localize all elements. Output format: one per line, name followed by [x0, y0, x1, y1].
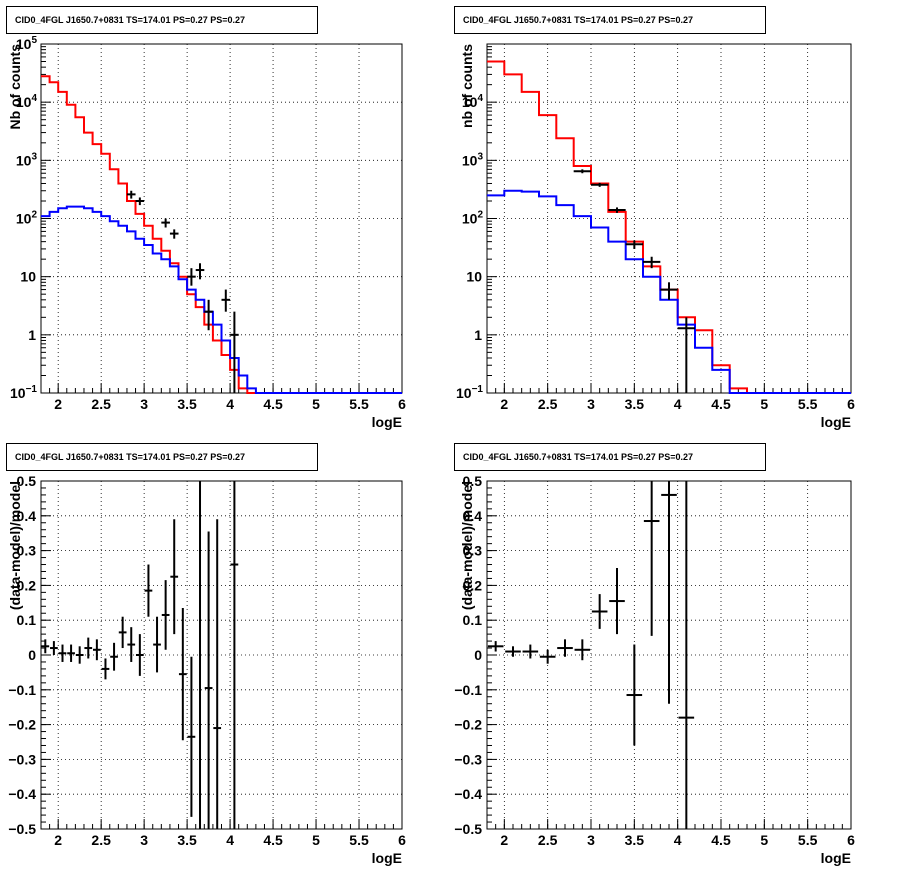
x-tick-label: 6: [847, 832, 855, 848]
histogram-line: [487, 189, 851, 394]
x-axis-label: logE: [372, 414, 402, 430]
x-tick-label: 3: [140, 832, 148, 848]
x-tick-label: 3.5: [177, 396, 197, 412]
y-tick-label: 104: [462, 93, 484, 110]
y-tick-label: −0.1: [454, 682, 482, 698]
chart-panel-3: 2 2.5 3 3.5 4 4.5 5 5.5 6 −0.5 −0.4 −0.3 −0.2 −0.1 0 0.…: [7, 473, 406, 866]
x-tick-label: 6: [398, 396, 406, 412]
x-tick-label: 3.5: [177, 832, 197, 848]
x-tick-label: 5.5: [349, 396, 369, 412]
x-axis-label: logE: [821, 850, 851, 866]
y-tick-label: −0.1: [8, 682, 36, 698]
y-tick-label: 10−1: [456, 384, 483, 401]
x-tick-label: 5: [312, 396, 320, 412]
y-tick-label: 0.3: [17, 543, 37, 559]
y-tick-label: 103: [462, 151, 484, 168]
y-tick-label: 0: [474, 647, 482, 663]
y-tick-label: 0.1: [17, 612, 37, 628]
x-tick-label: 2: [500, 396, 508, 412]
x-tick-label: 3.5: [625, 396, 645, 412]
x-tick-label: 2.5: [91, 832, 111, 848]
y-tick-label: 0.5: [17, 473, 37, 489]
y-axis-label: (data-model)/model: [7, 481, 23, 610]
y-tick-label: −0.2: [454, 717, 482, 733]
x-tick-label: 5.5: [798, 832, 818, 848]
y-axis-label: nb of counts: [459, 44, 475, 128]
x-tick-label: 4.5: [711, 396, 731, 412]
x-tick-label: 5: [760, 396, 768, 412]
x-tick-label: 4: [674, 832, 682, 848]
data-points: [573, 169, 695, 393]
x-tick-label: 4.5: [263, 396, 283, 412]
residual-points: [487, 481, 695, 829]
y-tick-label: 0.5: [463, 473, 483, 489]
grid-lines: [41, 480, 403, 830]
data-points: [126, 190, 239, 393]
y-tick-label: 10−1: [10, 384, 37, 401]
x-tick-label: 2: [500, 832, 508, 848]
x-tick-label: 5.5: [349, 832, 369, 848]
chart-title-1: CID0_4FGL J1650.7+0831 TS=174.01 PS=0.27…: [6, 6, 318, 34]
y-tick-label: 0.3: [463, 543, 483, 559]
y-tick-label: 0.2: [463, 577, 483, 593]
y-tick-label: 105: [16, 35, 38, 52]
y-tick-label: 102: [16, 210, 38, 227]
chart-title-3: CID0_4FGL J1650.7+0831 TS=174.01 PS=0.27…: [6, 443, 318, 471]
y-tick-label: 10: [466, 269, 482, 285]
x-tick-label: 2: [54, 832, 62, 848]
y-tick-label: 103: [16, 151, 38, 168]
y-tick-label: 0.4: [17, 508, 37, 524]
chart-title-2: CID0_4FGL J1650.7+0831 TS=174.01 PS=0.27…: [454, 6, 766, 34]
y-tick-label: 0: [28, 647, 36, 663]
y-tick-label: −0.3: [454, 751, 482, 767]
y-tick-label: 10: [20, 269, 36, 285]
x-tick-label: 4.5: [711, 832, 731, 848]
x-tick-label: 4: [226, 396, 234, 412]
y-tick-label: 104: [16, 93, 38, 110]
y-tick-label: 102: [462, 210, 484, 227]
x-tick-label: 6: [398, 832, 406, 848]
y-tick-label: 1: [474, 327, 482, 343]
x-axis-label: logE: [372, 850, 402, 866]
x-tick-label: 2.5: [91, 396, 111, 412]
y-axis-label: Nb of counts: [7, 44, 23, 130]
x-tick-label: 3: [140, 396, 148, 412]
y-tick-label: 0.4: [463, 508, 483, 524]
x-tick-label: 4: [226, 832, 234, 848]
chart-panel-4: 2 2.5 3 3.5 4 4.5 5 5.5 6 −0.5 −0.4 −0.3 −0.2 −0.1 0 0.…: [454, 473, 855, 866]
x-tick-label: 5: [312, 832, 320, 848]
x-tick-label: 4: [674, 396, 682, 412]
y-tick-label: −0.5: [454, 821, 482, 837]
x-tick-label: 3: [587, 832, 595, 848]
x-tick-label: 3: [587, 396, 595, 412]
x-tick-label: 6: [847, 396, 855, 412]
x-axis-label: logE: [821, 414, 851, 430]
y-tick-label: −0.2: [8, 717, 36, 733]
y-tick-label: −0.3: [8, 751, 36, 767]
x-tick-label: 3.5: [625, 832, 645, 848]
chart-title-4: CID0_4FGL J1650.7+0831 TS=174.01 PS=0.27…: [454, 443, 766, 471]
y-tick-label: −0.4: [454, 786, 482, 802]
y-tick-label: 0.1: [463, 612, 483, 628]
y-tick-label: −0.4: [8, 786, 36, 802]
histogram-line: [41, 205, 402, 394]
x-tick-label: 5.5: [798, 396, 818, 412]
x-tick-label: 5: [760, 832, 768, 848]
y-axis-label: (data-model)/model: [459, 481, 475, 610]
x-tick-label: 2: [54, 396, 62, 412]
residual-points: [41, 481, 239, 829]
y-tick-label: 0.2: [17, 577, 37, 593]
plot-frame: [486, 43, 852, 394]
chart-panel-1: 2 2.5 3 3.5 4 4.5 5 5.5 6 10−1 1 10 102 103 104 105 logE…: [7, 35, 406, 430]
chart-panel-2: 2 2.5 3 3.5 4 4.5 5 5.5 6 10−1 1 10 102 103 104 logE nb …: [456, 43, 855, 430]
x-tick-label: 2.5: [538, 832, 558, 848]
y-tick-label: −0.5: [8, 821, 36, 837]
y-tick-label: 1: [28, 327, 36, 343]
x-tick-label: 4.5: [263, 832, 283, 848]
x-tick-label: 2.5: [538, 396, 558, 412]
